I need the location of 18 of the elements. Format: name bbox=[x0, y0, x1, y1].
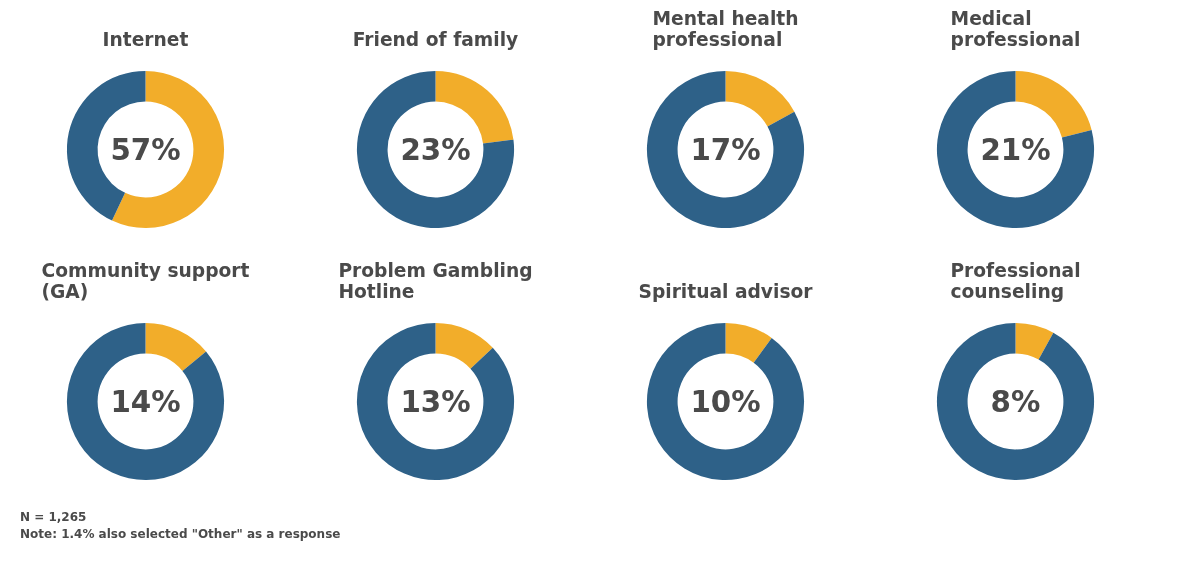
text: 21% bbox=[980, 132, 1051, 167]
chart-title: Friend of family bbox=[352, 28, 519, 50]
text: 17% bbox=[690, 132, 761, 167]
text: 57% bbox=[110, 132, 181, 167]
chart-title: Professional counseling bbox=[950, 259, 1081, 302]
text: Note: 1.4% also selected "Other" as a response bbox=[20, 527, 341, 542]
text: 23% bbox=[400, 132, 471, 167]
chart-title: Internet bbox=[102, 28, 189, 50]
chart-title: Problem Gambling Hotline bbox=[338, 259, 533, 302]
text: 13% bbox=[400, 384, 471, 419]
chart-title: Spiritual advisor bbox=[638, 280, 814, 302]
text: 8% bbox=[990, 384, 1041, 419]
chart-title: Mental health professional bbox=[652, 7, 799, 50]
text: 14% bbox=[110, 384, 181, 419]
text: N = 1,265 bbox=[20, 510, 87, 524]
chart-title: Community support (GA) bbox=[41, 259, 250, 302]
text: 10% bbox=[690, 384, 761, 419]
chart-title: Medical professional bbox=[950, 7, 1081, 50]
